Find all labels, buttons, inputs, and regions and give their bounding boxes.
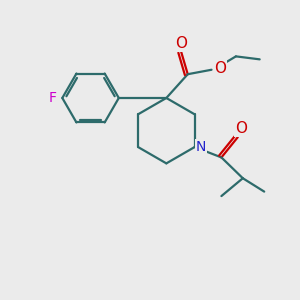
Text: F: F (49, 91, 57, 105)
Text: N: N (196, 140, 206, 154)
Text: O: O (214, 61, 226, 76)
Text: O: O (235, 122, 247, 136)
Text: O: O (175, 36, 187, 51)
